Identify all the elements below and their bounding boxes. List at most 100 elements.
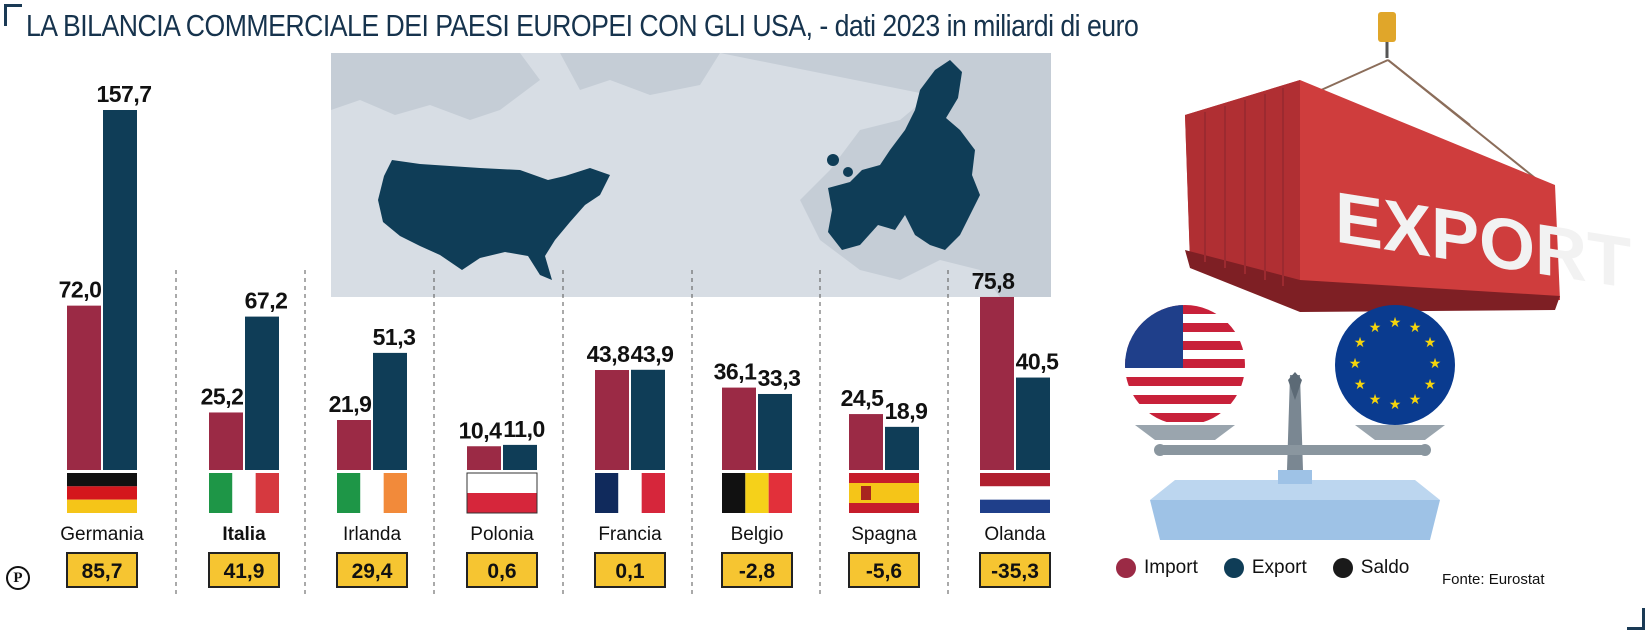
bar-import-olanda — [980, 296, 1014, 470]
shipping-container-icon: EXPORT — [1185, 12, 1631, 312]
country-label-olanda: Olanda — [984, 524, 1046, 545]
bar-export-belgio — [758, 393, 792, 470]
legend-export-label: Export — [1251, 557, 1307, 578]
svg-text:★: ★ — [1354, 335, 1367, 351]
saldo-box-spagna — [848, 552, 920, 588]
value-label-import-italia: 25,2 — [201, 383, 244, 409]
saldo-box-polonia — [466, 552, 538, 588]
corner-mark-top-left — [4, 4, 22, 26]
value-label-import-olanda: 75,8 — [972, 268, 1015, 294]
saldo-value-belgio: -2,8 — [739, 560, 776, 583]
svg-text:★: ★ — [1409, 392, 1422, 408]
value-label-export-irlanda: 51,3 — [373, 324, 416, 350]
legend-export-dot — [1223, 558, 1244, 578]
flags-layer — [67, 472, 1050, 514]
value-label-export-belgio: 33,3 — [758, 365, 801, 391]
value-label-import-polonia: 10,4 — [459, 417, 502, 443]
bar-export-francia — [631, 369, 665, 470]
svg-text:★: ★ — [1389, 315, 1402, 331]
legend-import: Import — [1116, 557, 1198, 579]
poland-flag-icon — [466, 472, 538, 514]
legend-export: Export — [1223, 557, 1307, 579]
spain-flag-icon — [849, 473, 919, 513]
france-flag-icon — [595, 473, 665, 513]
saldo-box-germania — [66, 552, 138, 588]
saldo-value-irlanda: 29,4 — [352, 560, 393, 583]
saldo-value-italia: 41,9 — [224, 560, 265, 583]
bar-export-italia — [245, 316, 279, 470]
balance-scale-icon — [1135, 372, 1445, 540]
value-label-import-germania: 72,0 — [59, 277, 102, 303]
svg-text:★: ★ — [1369, 392, 1382, 408]
country-label-francia: Francia — [598, 524, 662, 545]
svg-text:★: ★ — [1409, 320, 1422, 336]
value-label-export-germania: 157,7 — [96, 81, 151, 107]
country-label-spagna: Spagna — [851, 524, 917, 545]
source-note: Fonte: Eurostat — [1442, 571, 1545, 588]
bar-import-germania — [67, 305, 101, 470]
bar-import-francia — [595, 370, 629, 470]
saldo-value-francia: 0,1 — [615, 560, 645, 583]
country-label-polonia: Polonia — [470, 524, 534, 545]
bar-export-germania — [103, 110, 137, 470]
legend-import-label: Import — [1144, 557, 1198, 578]
chart-title: LA BILANCIA COMMERCIALE DEI PAESI EUROPE… — [26, 8, 1139, 43]
svg-text:★: ★ — [1369, 320, 1382, 336]
legend-saldo-dot — [1332, 558, 1353, 578]
value-label-import-belgio: 36,1 — [714, 359, 757, 385]
bar-import-spagna — [849, 414, 883, 470]
value-label-import-irlanda: 21,9 — [329, 391, 372, 417]
svg-text:★: ★ — [1354, 377, 1367, 393]
country-label-belgio: Belgio — [731, 524, 784, 545]
country-label-germania: Germania — [60, 524, 144, 545]
bar-export-irlanda — [373, 352, 407, 470]
country-label-italia: Italia — [222, 524, 266, 545]
column-separators — [175, 270, 949, 596]
bars-layer — [67, 110, 1050, 470]
usa-flag-icon — [1125, 305, 1245, 425]
saldo-box-francia — [594, 552, 666, 588]
italy-flag-icon — [209, 473, 279, 513]
value-label-export-francia: 43,9 — [631, 341, 674, 367]
bar-import-irlanda — [337, 420, 371, 470]
labels-layer: 72,0 157,7 Germania 85,7 25,2 67,2 Italia 41,9 2… — [59, 81, 1060, 588]
legend-saldo-label: Saldo — [1360, 557, 1410, 578]
bar-export-spagna — [885, 426, 919, 470]
bar-export-olanda — [1016, 377, 1050, 470]
svg-text:★: ★ — [1429, 356, 1442, 372]
value-label-export-italia: 67,2 — [245, 288, 288, 314]
bar-import-polonia — [467, 446, 501, 470]
bar-import-belgio — [722, 387, 756, 470]
value-label-import-spagna: 24,5 — [841, 385, 884, 411]
svg-text:★: ★ — [1424, 335, 1437, 351]
publisher-logo: P — [6, 566, 30, 590]
value-label-export-spagna: 18,9 — [885, 398, 928, 424]
svg-text:★: ★ — [1389, 397, 1402, 413]
value-label-export-olanda: 40,5 — [1016, 349, 1059, 375]
corner-mark-bottom-right — [1627, 608, 1645, 630]
saldo-value-polonia: 0,6 — [487, 560, 516, 583]
saldo-value-olanda: -35,3 — [991, 560, 1039, 583]
bar-import-italia — [209, 412, 243, 470]
svg-text:★: ★ — [1349, 356, 1362, 372]
legend-saldo: Saldo — [1332, 557, 1410, 579]
saldo-box-irlanda — [336, 552, 408, 588]
svg-text:★: ★ — [1424, 377, 1437, 393]
legend-import-dot — [1116, 558, 1136, 578]
saldo-box-olanda — [979, 552, 1051, 588]
germany-flag-icon — [67, 473, 137, 513]
saldo-box-belgio — [721, 552, 793, 588]
map-icon — [331, 53, 1051, 297]
country-label-irlanda: Irlanda — [343, 524, 402, 545]
belgium-flag-icon — [722, 473, 792, 513]
value-label-export-polonia: 11,0 — [503, 416, 545, 442]
saldo-box-italia — [208, 552, 280, 588]
netherlands-flag-icon — [980, 473, 1050, 513]
legend: Import Export Saldo — [1116, 557, 1409, 579]
ireland-flag-icon — [337, 473, 407, 513]
eu-flag-icon: ★ ★★ ★★★ ★★★ ★★★ — [1335, 305, 1455, 425]
value-label-import-francia: 43,8 — [587, 341, 630, 367]
bar-export-polonia — [503, 444, 537, 470]
saldo-value-germania: 85,7 — [82, 560, 123, 583]
